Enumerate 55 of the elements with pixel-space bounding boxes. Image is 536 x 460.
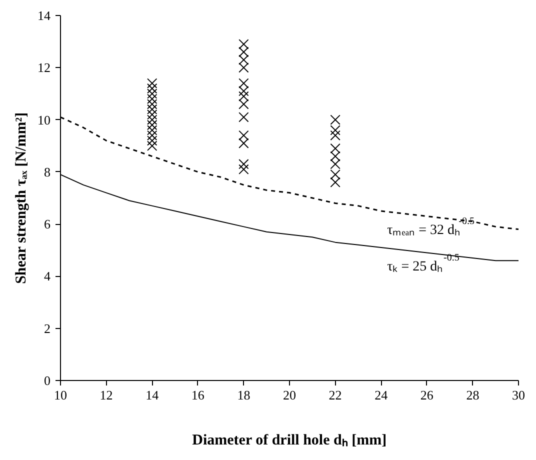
point <box>147 136 158 146</box>
point <box>147 140 158 151</box>
y-tick-label: 0 <box>44 373 50 388</box>
point <box>238 46 249 58</box>
point <box>238 112 249 122</box>
x-tick-label: 10 <box>54 388 67 402</box>
point <box>330 151 340 162</box>
point <box>330 159 340 170</box>
point <box>238 159 249 170</box>
point <box>147 88 158 99</box>
y-tick-label: 10 <box>38 112 50 128</box>
x-tick-label: 20 <box>283 388 296 402</box>
x-tick-label: 26 <box>420 388 434 402</box>
point <box>238 78 249 88</box>
y-tick-label: 2 <box>44 320 50 336</box>
point <box>147 125 158 136</box>
x-tick-label: 16 <box>191 388 205 402</box>
point <box>147 104 158 114</box>
point <box>238 99 249 110</box>
x-tick-label: 30 <box>512 388 525 402</box>
point <box>147 78 158 88</box>
point <box>238 62 249 73</box>
point <box>330 125 340 136</box>
y-tick-label: 6 <box>44 216 51 232</box>
point <box>147 109 158 120</box>
point <box>330 169 340 180</box>
point <box>238 39 249 50</box>
y-axis-title: Shear strength τₐₓ [N/mm²] <box>14 112 30 284</box>
point <box>330 143 340 154</box>
point <box>330 177 340 188</box>
x-tick-label: 22 <box>328 388 342 402</box>
point <box>147 114 158 125</box>
point <box>147 99 158 110</box>
point <box>238 54 249 65</box>
x-tick-label: 28 <box>466 388 480 402</box>
y-tick-label: 14 <box>38 8 51 23</box>
x-tick-label: 12 <box>100 388 113 402</box>
x-axis-title: Diameter of drill hole dₕ [mm] <box>192 432 387 448</box>
y-tick-label: 8 <box>44 164 50 180</box>
point <box>238 86 249 96</box>
point <box>238 91 249 102</box>
y-tick-label: 4 <box>44 268 51 284</box>
point <box>330 114 340 125</box>
point <box>238 138 249 148</box>
point <box>238 130 249 141</box>
x-tick-label: 18 <box>237 388 250 402</box>
x-tick-label: 24 <box>374 388 388 402</box>
point <box>238 164 249 174</box>
point <box>147 83 158 94</box>
point <box>147 130 158 141</box>
x-tick-label: 14 <box>146 388 160 402</box>
point <box>330 130 340 141</box>
point <box>147 120 158 130</box>
y-tick-label: 12 <box>38 60 50 76</box>
point <box>147 94 158 104</box>
